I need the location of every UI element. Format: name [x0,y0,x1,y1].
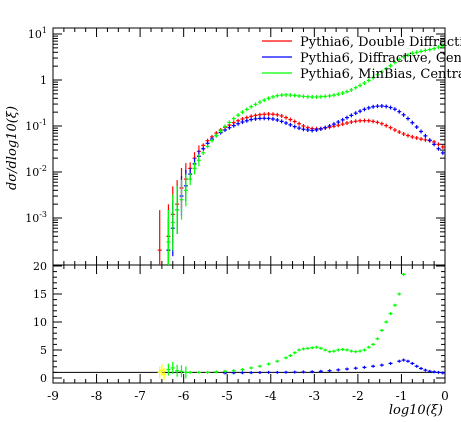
top-y-tick-label: 101 [28,26,47,41]
tick-exponent: -2 [39,164,47,173]
top-y-tick-label: 10-2 [25,164,47,179]
x-tick-label: -4 [265,389,277,403]
ratio-plot-series [157,272,445,381]
legend-label-2: Pythia6, MinBias, Central [300,67,461,82]
top-y-tick-label: 1 [40,74,47,87]
x-axis-label: log10(ξ) [389,403,443,418]
tick-exponent: 1 [42,26,47,35]
bottom-axis-ticks: -9 -8 -7 -6 -5 -4 -3 -2 -1 0 0 5 10 15 20 [33,260,449,403]
x-tick-label: -7 [134,389,146,403]
bottom-y-tick-label: 20 [33,260,47,273]
legend-label-0: Pythia6, Double Diffractive [300,35,461,50]
bottom-y-tick-label: 0 [40,372,47,385]
tick-exponent: -3 [39,210,47,219]
y-axis-label: dσ/dlog10(ξ) [5,106,20,190]
x-tick-label: -2 [352,389,364,403]
tick-exponent: -1 [39,118,47,127]
legend-label-1: Pythia6, Diffractive, Central [300,51,461,66]
bottom-y-tick-label: 10 [33,316,47,329]
x-tick-label: -8 [91,389,103,403]
top-y-tick-label: 10-3 [25,210,47,225]
top-y-tick-label: 10-1 [25,118,47,133]
x-tick-label: 0 [441,389,449,403]
x-tick-label: -9 [47,389,59,403]
x-tick-label: -6 [178,389,190,403]
x-tick-label: -1 [396,389,408,403]
ratio-plot-frame [52,264,446,384]
x-tick-label: -5 [221,389,233,403]
bottom-y-tick-label: 5 [40,344,47,357]
bottom-y-tick-label: 15 [33,288,47,301]
x-tick-label: -3 [308,389,320,403]
main-plot-series [157,43,445,265]
